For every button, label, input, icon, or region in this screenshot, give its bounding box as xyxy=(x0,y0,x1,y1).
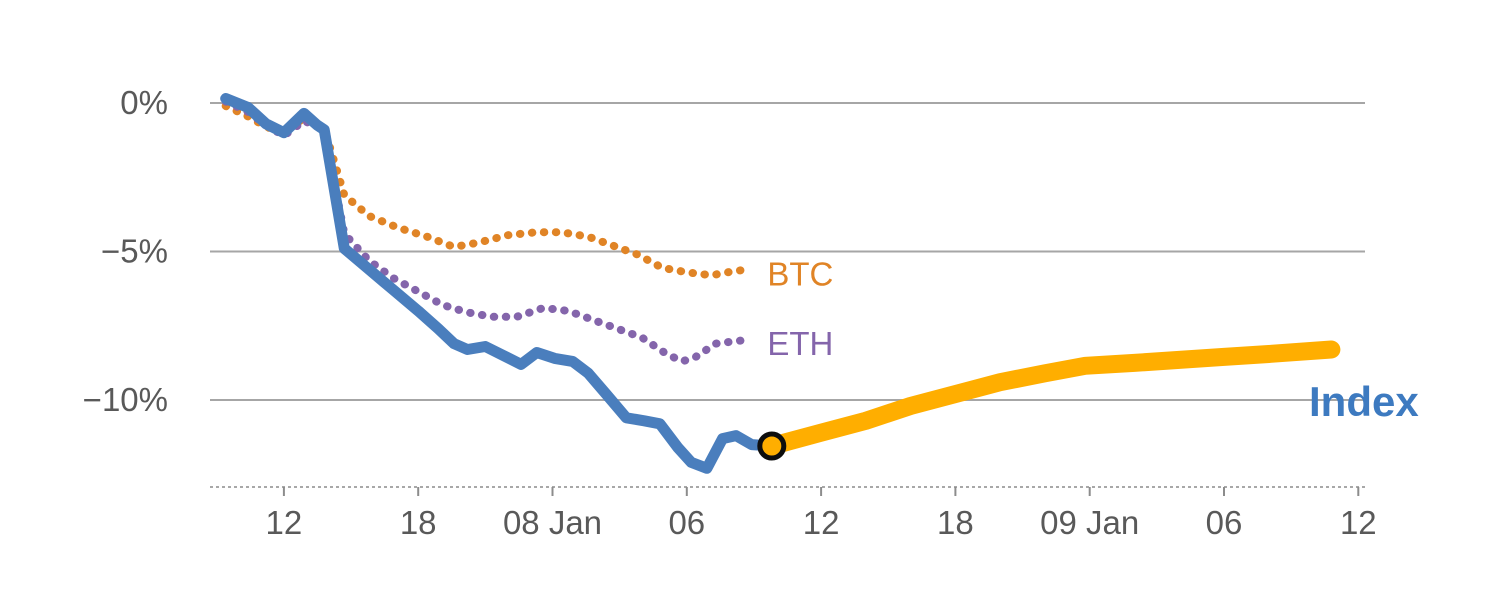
series-eth-line xyxy=(221,97,745,366)
series-btc-line xyxy=(221,102,756,280)
x-tick-label: 12 xyxy=(1340,504,1377,541)
x-tick-label: 12 xyxy=(803,504,840,541)
x-tick-label: 08 Jan xyxy=(503,504,602,541)
y-tick-label: −10% xyxy=(83,381,168,418)
series-label-eth: ETH xyxy=(767,325,833,362)
x-tick-label: 12 xyxy=(266,504,303,541)
x-tick-label: 18 xyxy=(400,504,437,541)
x-tick-label: 18 xyxy=(937,504,974,541)
y-tick-label: −5% xyxy=(101,233,168,270)
y-tick-label: 0% xyxy=(120,84,168,121)
projection-start-marker xyxy=(757,431,787,461)
series-label-btc: BTC xyxy=(767,255,833,292)
x-tick-label: 09 Jan xyxy=(1040,504,1139,541)
x-tick-label: 06 xyxy=(668,504,705,541)
series-index-line xyxy=(220,93,778,474)
x-tick-label: 06 xyxy=(1206,504,1243,541)
series-index-projection-line xyxy=(762,340,1341,455)
series-label-index: Index xyxy=(1309,378,1419,425)
